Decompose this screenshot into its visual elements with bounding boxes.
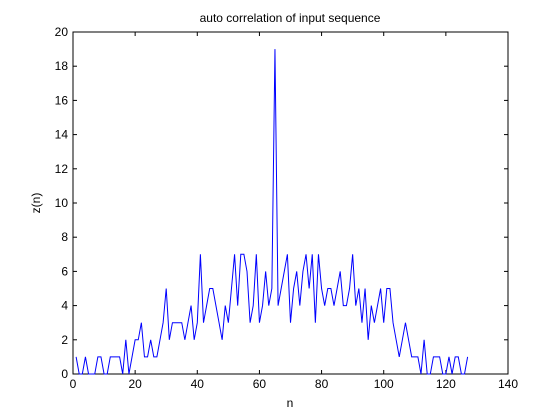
y-tick-label: 8 bbox=[61, 230, 68, 244]
chart-title: auto correlation of input sequence bbox=[200, 11, 381, 25]
x-tick-label: 80 bbox=[315, 377, 329, 391]
y-tick-label: 6 bbox=[61, 264, 68, 278]
x-tick-label: 0 bbox=[70, 377, 77, 391]
y-tick-label: 4 bbox=[61, 299, 68, 313]
x-tick-label: 120 bbox=[436, 377, 456, 391]
y-tick-label: 16 bbox=[55, 93, 69, 107]
x-tick-label: 140 bbox=[498, 377, 518, 391]
y-tick-label: 18 bbox=[55, 59, 69, 73]
x-tick-label: 40 bbox=[191, 377, 205, 391]
y-axis-label: z(n) bbox=[29, 193, 43, 214]
x-tick-label: 60 bbox=[253, 377, 267, 391]
x-tick-label: 100 bbox=[374, 377, 394, 391]
x-axis-label: n bbox=[287, 396, 294, 410]
y-tick-label: 0 bbox=[61, 367, 68, 381]
y-tick-label: 12 bbox=[55, 162, 69, 176]
x-tick-label: 20 bbox=[128, 377, 142, 391]
y-tick-label: 20 bbox=[55, 25, 69, 39]
y-tick-label: 14 bbox=[55, 128, 69, 142]
y-tick-label: 10 bbox=[55, 196, 69, 210]
y-tick-label: 2 bbox=[61, 333, 68, 347]
